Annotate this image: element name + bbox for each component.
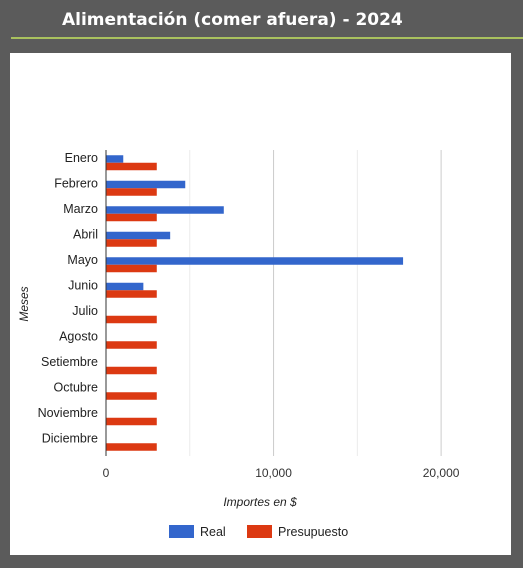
bar-presupuesto-setiembre [106, 366, 157, 375]
x-tick-labels: 0 10,000 20,000 [103, 466, 460, 480]
bar-real-abril [106, 231, 171, 240]
category-labels: Enero Febrero Marzo Abril Mayo Junio Julio Agos… [38, 151, 98, 446]
category-label: Marzo [63, 202, 98, 216]
bars [106, 155, 404, 451]
bar-real-enero [106, 155, 124, 163]
x-tick-label: 0 [103, 466, 110, 480]
category-label: Abril [73, 227, 98, 241]
bar-chart: Enero Febrero Marzo Abril Mayo Junio Julio Agos… [17, 150, 460, 539]
bar-presupuesto-febrero [106, 188, 157, 196]
category-label: Febrero [54, 176, 98, 190]
bar-presupuesto-octubre [106, 392, 157, 400]
header-divider [11, 37, 523, 39]
category-label: Setiembre [41, 355, 98, 369]
category-label: Diciembre [42, 431, 98, 445]
category-label: Mayo [67, 253, 98, 267]
bar-presupuesto-diciembre [106, 443, 157, 451]
bar-presupuesto-abril [106, 239, 157, 247]
bar-presupuesto-agosto [106, 341, 157, 349]
legend: Real Presupuesto [169, 525, 348, 539]
chart-card: Enero Febrero Marzo Abril Mayo Junio Julio Agos… [10, 53, 511, 555]
grid-lines [189, 150, 442, 456]
bar-real-junio [106, 282, 144, 291]
legend-swatch-real [169, 525, 194, 538]
x-tick-label: 10,000 [255, 466, 292, 480]
bar-presupuesto-junio [106, 290, 157, 298]
bar-real-marzo [106, 206, 224, 214]
legend-swatch-presupuesto [247, 525, 272, 538]
bar-presupuesto-noviembre [106, 417, 157, 426]
category-label: Julio [72, 304, 98, 318]
page-title: Alimentación (comer afuera) - 2024 [62, 10, 403, 30]
legend-label-real: Real [200, 525, 226, 539]
legend-label-presupuesto: Presupuesto [278, 525, 348, 539]
y-axis-label: Meses [17, 286, 31, 321]
dashboard-header: Alimentación (comer afuera) - 2024 [0, 0, 523, 39]
category-label: Junio [68, 278, 98, 292]
category-label: Enero [65, 151, 98, 165]
bar-real-mayo [106, 257, 404, 265]
category-label: Octubre [54, 380, 99, 394]
bar-presupuesto-mayo [106, 264, 157, 273]
category-label: Noviembre [38, 406, 98, 420]
category-label: Agosto [59, 329, 98, 343]
bar-presupuesto-enero [106, 162, 157, 171]
x-tick-label: 20,000 [423, 466, 460, 480]
bar-real-febrero [106, 180, 186, 189]
bar-presupuesto-marzo [106, 213, 157, 222]
x-axis-label: Importes en $ [223, 495, 297, 509]
bar-presupuesto-julio [106, 315, 157, 324]
